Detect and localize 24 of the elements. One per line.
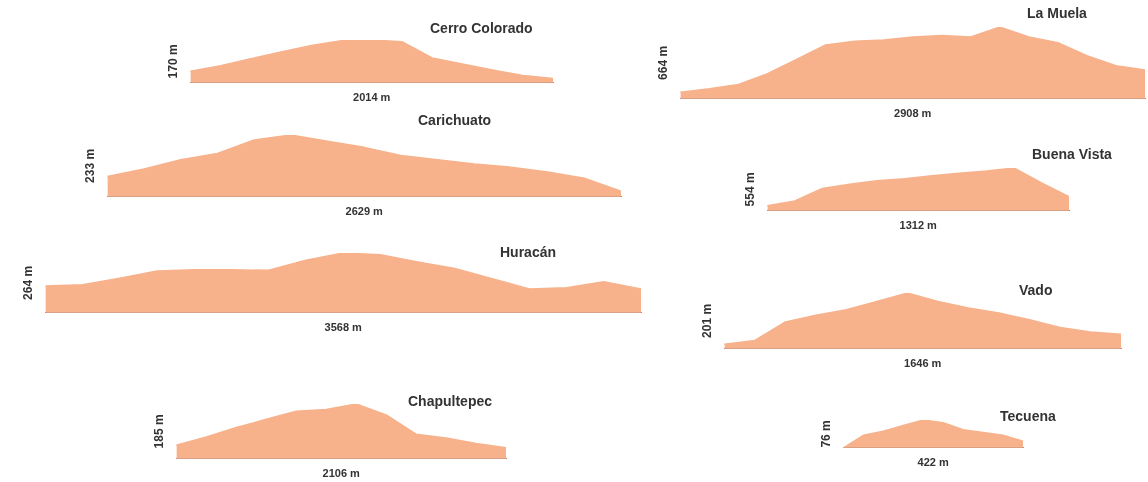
chart-title: La Muela [1027, 5, 1087, 21]
y-axis-title: 233 m [82, 148, 97, 183]
x-axis-title: 2106 m [322, 467, 361, 480]
y-axis-title: 185 m [151, 414, 166, 449]
x-axis-title: 2908 m [894, 107, 932, 120]
chart-title: Tecuena [1000, 408, 1056, 424]
x-axis-title: 2629 m [345, 205, 384, 218]
y-axis-title: 76 m [818, 420, 833, 448]
y-axis-title: 664 m [655, 45, 670, 80]
x-axis-title: 3568 m [324, 321, 363, 334]
chart-title: Buena Vista [1032, 146, 1112, 162]
x-axis-title: 1646 m [904, 357, 942, 370]
x-axis-title: 422 m [917, 456, 950, 469]
x-axis-title: 1312 m [899, 219, 938, 232]
y-axis-title: 554 m [742, 172, 757, 207]
chart-title: Carichuato [418, 112, 492, 128]
chart-title: Vado [1019, 282, 1053, 298]
chart-title: Cerro Colorado [430, 20, 533, 36]
chart-title: Huracán [500, 244, 557, 260]
chart-title: Chapultepec [408, 393, 493, 409]
x-axis-title: 2014 m [353, 91, 391, 104]
y-axis-title: 201 m [699, 303, 714, 338]
y-axis-title: 264 m [20, 265, 35, 300]
y-axis-title: 170 m [165, 44, 180, 79]
